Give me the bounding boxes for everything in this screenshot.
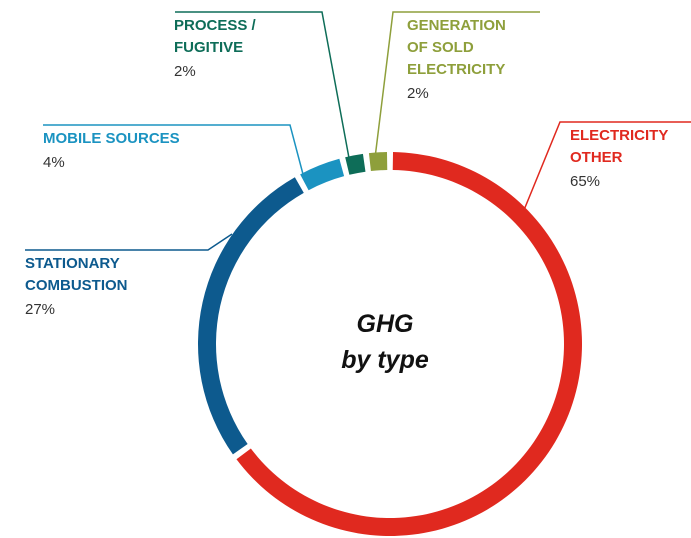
segment-label: PROCESS / FUGITIVE xyxy=(174,17,257,56)
segment-label: MOBILE SOURCES xyxy=(43,130,180,147)
value-label: 27% xyxy=(25,301,55,318)
leader-line xyxy=(523,121,691,211)
text-line: GENERATION xyxy=(407,17,506,34)
leader-line xyxy=(43,124,305,179)
donut-segment xyxy=(236,152,582,536)
text-line: FUGITIVE xyxy=(174,39,243,56)
leader-line xyxy=(374,11,540,159)
value-label: 65% xyxy=(570,173,600,190)
text-line: MOBILE SOURCES xyxy=(43,130,180,147)
text-line: ELECTRICITY xyxy=(407,61,505,78)
chart-title: GHG by type xyxy=(341,310,429,374)
text-line: OF SOLD xyxy=(407,39,474,56)
value-label: 2% xyxy=(407,85,429,102)
text-line: PROCESS / xyxy=(174,17,257,34)
donut-segment xyxy=(300,158,345,191)
leader-line xyxy=(175,11,350,159)
donut-segment xyxy=(198,177,304,455)
segment-label: ELECTRICITY OTHER xyxy=(570,127,668,166)
leader-line xyxy=(25,233,233,251)
text-line: STATIONARY xyxy=(25,255,120,272)
segment-label: STATIONARY COMBUSTION xyxy=(25,255,128,294)
segment-label: GENERATION OF SOLD ELECTRICITY xyxy=(407,17,506,78)
text-line: COMBUSTION xyxy=(25,277,128,294)
text-line: ELECTRICITY xyxy=(570,127,668,144)
text-line: GHG xyxy=(357,310,414,338)
text-line: by type xyxy=(341,346,429,374)
value-label: 4% xyxy=(43,154,65,171)
donut-segment xyxy=(345,153,366,175)
value-label: 2% xyxy=(174,63,196,80)
donut-segment xyxy=(368,152,388,172)
text-line: OTHER xyxy=(570,149,623,166)
